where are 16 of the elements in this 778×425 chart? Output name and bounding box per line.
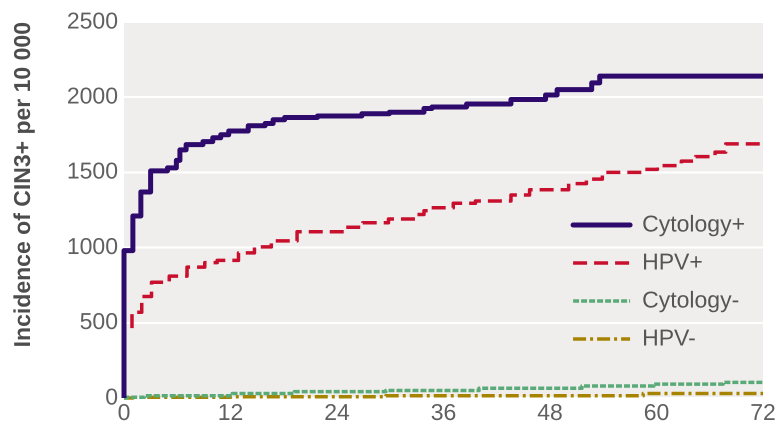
legend-label: HPV- [642,324,696,350]
legend-label: HPV+ [642,248,703,274]
y-tick-label: 1000 [66,232,118,259]
y-tick-label: 2000 [66,82,118,109]
x-tick-label: 36 [430,399,456,425]
y-tick-label: 500 [80,308,118,334]
x-tick-label: 72 [750,399,776,425]
x-tick-label: 48 [537,399,563,425]
y-tick-label: 1500 [66,158,118,184]
y-tick-label: 2500 [66,7,118,34]
y-axis-title: Incidence of CIN3+ per 10 000 [9,22,36,348]
legend-label: Cytology- [642,286,740,312]
legend-label: Cytology+ [642,210,746,236]
x-tick-label: 60 [644,399,670,425]
x-tick-label: 12 [218,399,244,425]
x-tick-label: 24 [324,399,350,425]
